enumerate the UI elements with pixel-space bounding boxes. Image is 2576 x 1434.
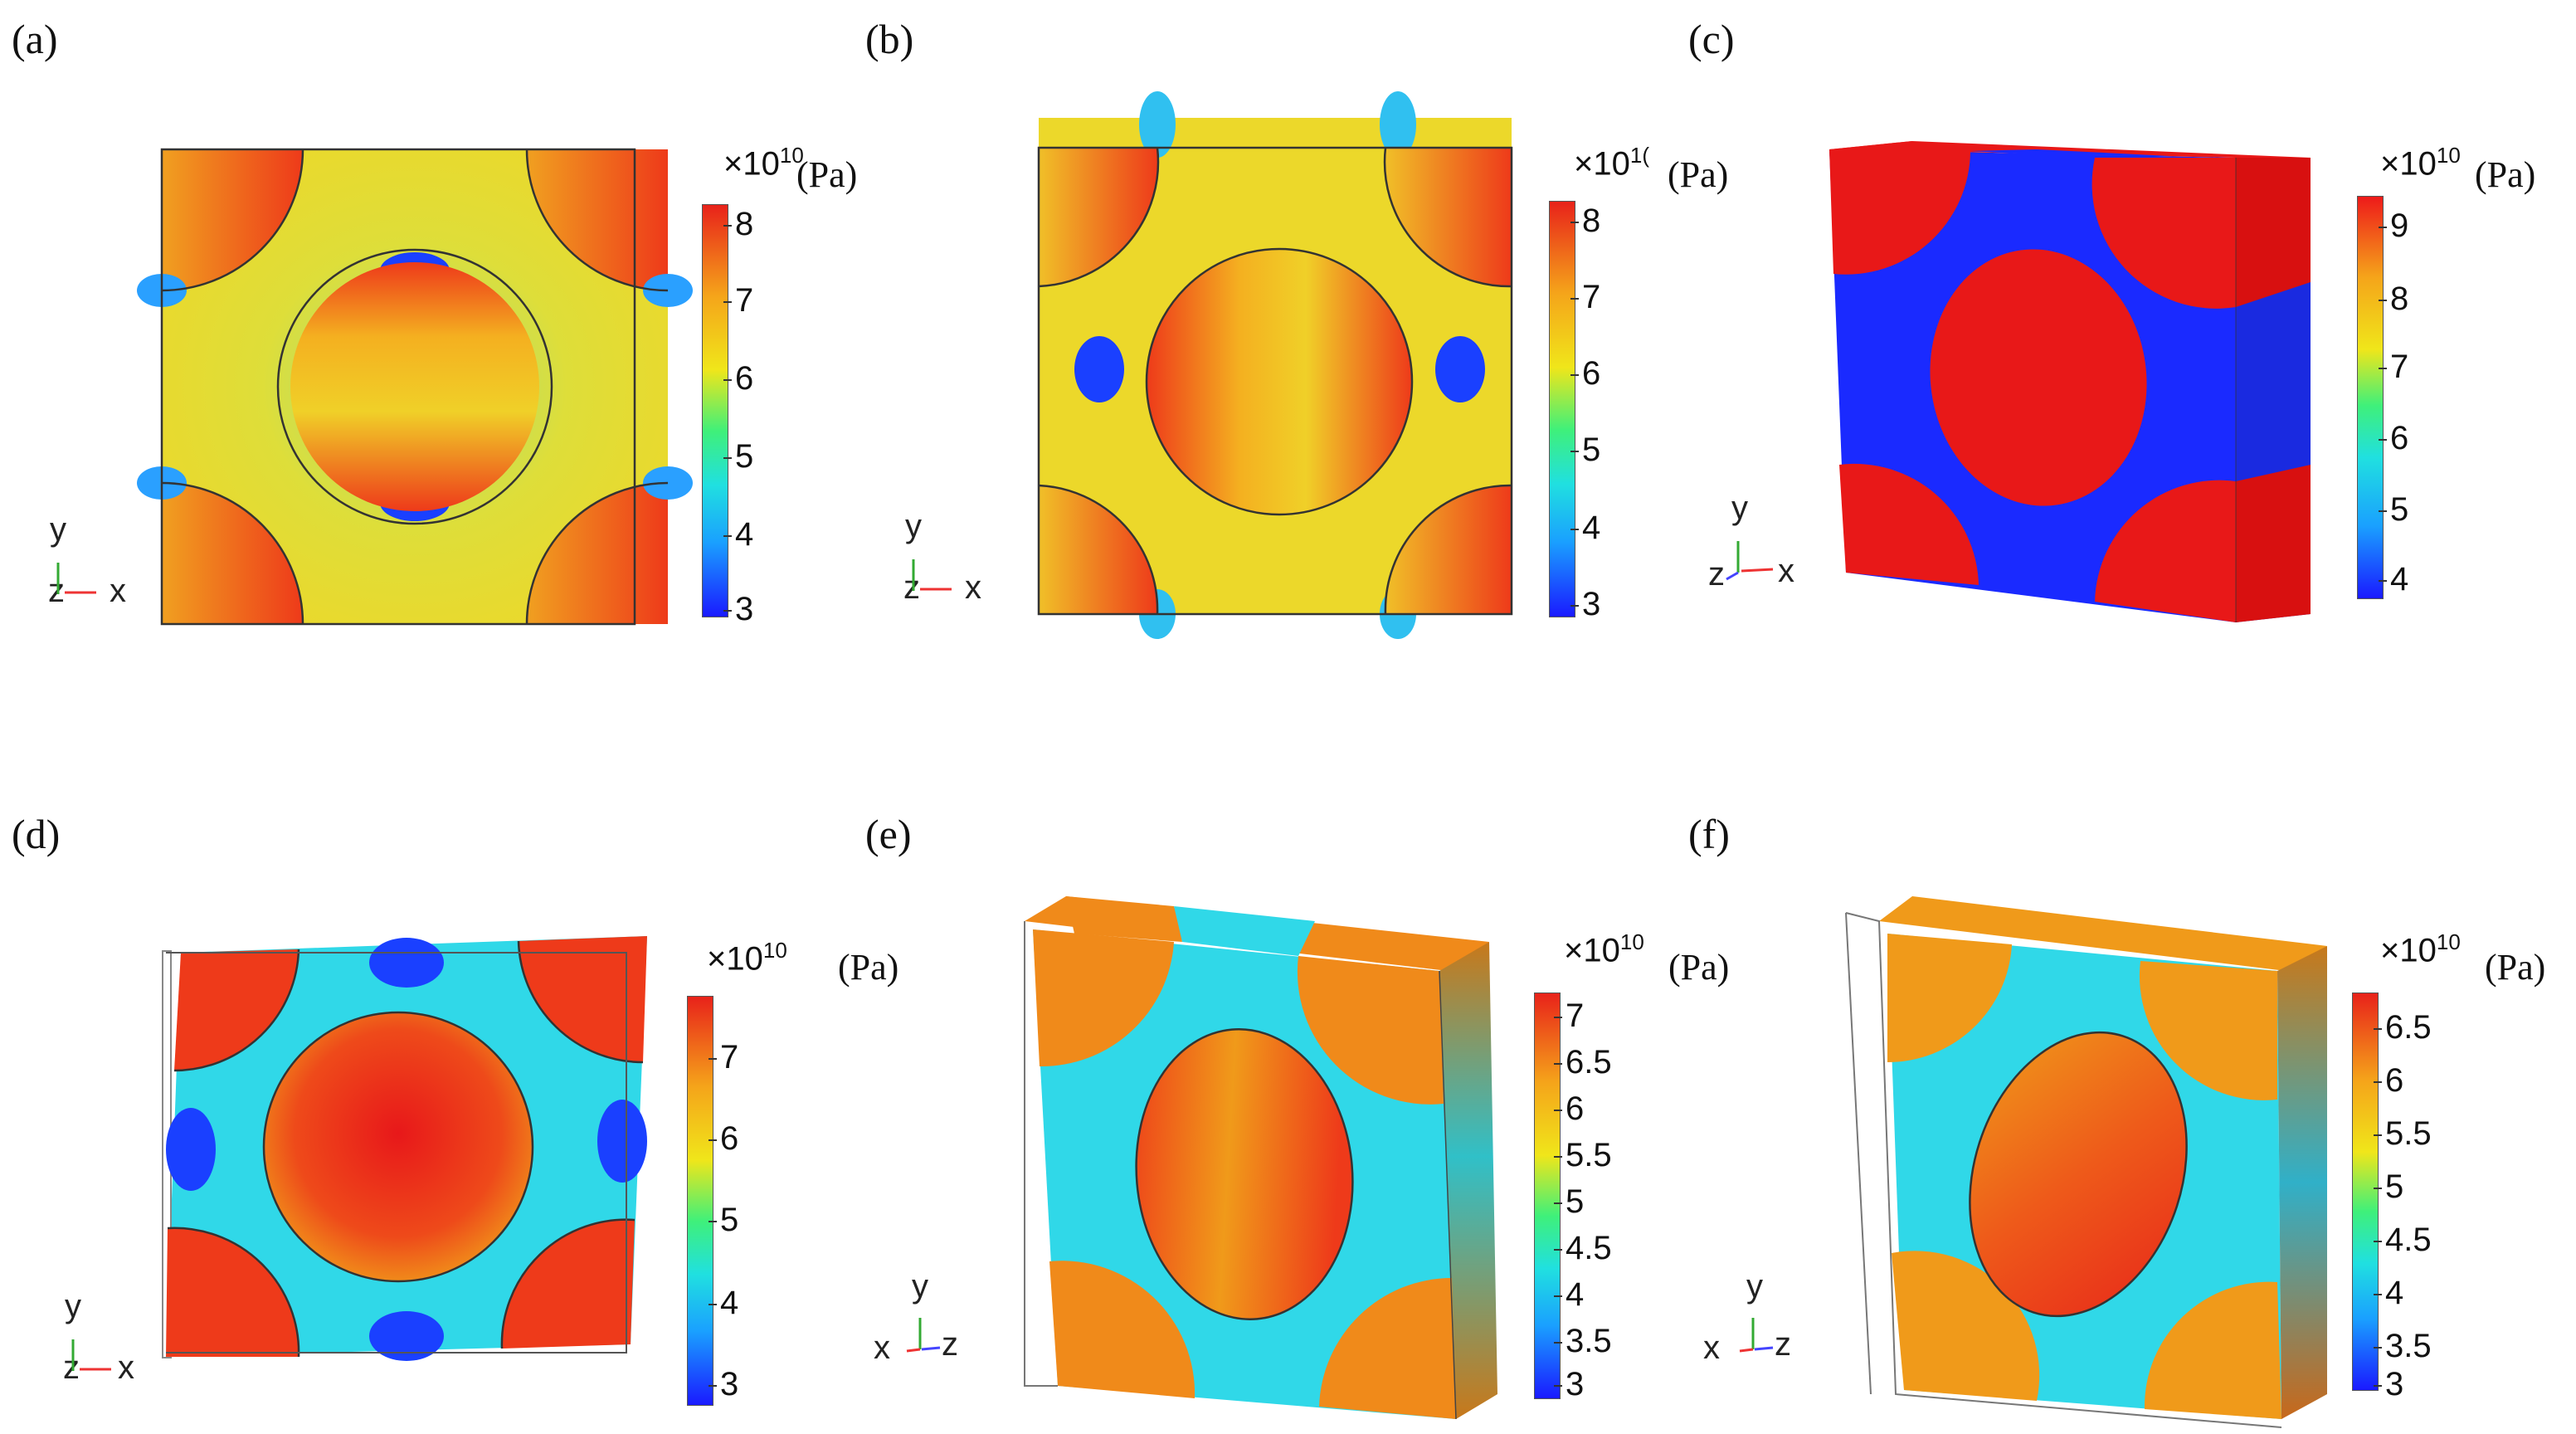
colorbar-multiplier: ×1010 (707, 938, 787, 978)
stress-field-plot (1821, 116, 2319, 639)
colorbar-tick: 3.5 (1566, 1323, 1612, 1360)
colorbar-tick: 5 (1566, 1183, 1584, 1221)
colorbar-tick: 5 (735, 438, 753, 476)
colorbar-multiplier: ×1010 (2380, 929, 2461, 969)
colorbar-tick: 8 (2390, 280, 2408, 318)
colorbar (1549, 201, 1575, 617)
colorbar (2352, 993, 2379, 1391)
colorbar-tick: 5.5 (2385, 1115, 2432, 1153)
colorbar-tick: 9 (2390, 207, 2408, 245)
colorbar-multiplier: ×101( (1574, 143, 1649, 183)
colorbar-tick: 7 (1582, 279, 1600, 316)
colorbar-tick: 7 (2390, 349, 2408, 386)
colorbar (702, 204, 728, 617)
colorbar-tick: 3 (720, 1366, 738, 1403)
colorbar-tick: 3 (1582, 586, 1600, 623)
colorbar-tick: 5 (2385, 1168, 2403, 1206)
colorbar-multiplier: ×1010 (723, 143, 804, 183)
panel-e: (e) ×1010 (Pa) 7 6.5 6 (859, 747, 1717, 1434)
colorbar-tick: 3.5 (2385, 1328, 2432, 1365)
axis-triad: y z x (1697, 490, 1813, 598)
colorbar-tick: 6.5 (2385, 1009, 2432, 1046)
panel-label: (d) (12, 810, 60, 858)
colorbar-tick: 8 (1582, 202, 1600, 240)
colorbar-tick: 6 (720, 1120, 738, 1158)
colorbar-tick: 6 (1582, 355, 1600, 393)
axis-triad: y x z (1703, 1268, 1819, 1376)
colorbar-tick: 4 (2385, 1275, 2403, 1312)
panel-d: (d) ×1010 (Pa) 7 6 5 4 3 y z (0, 747, 859, 1434)
colorbar-tick: 5 (720, 1202, 738, 1239)
colorbar-unit: (Pa) (2485, 946, 2545, 988)
colorbar-tick: 6.5 (1566, 1044, 1612, 1081)
colorbar-tick: 6 (735, 360, 753, 398)
colorbar-tick: 4 (1566, 1276, 1584, 1314)
colorbar-tick: 6 (2390, 420, 2408, 457)
colorbar-tick: 7 (735, 282, 753, 319)
panel-a: (a) (0, 0, 859, 717)
panel-c: (c) ×1010 (Pa) 9 8 7 6 5 4 y z x (1688, 0, 2576, 717)
axis-triad: y z x (45, 511, 144, 619)
colorbar-tick: 6 (1566, 1090, 1584, 1128)
colorbar-tick: 5 (1582, 432, 1600, 469)
colorbar (2357, 196, 2384, 599)
panel-label: (c) (1688, 15, 1735, 63)
colorbar-tick: 6 (2385, 1062, 2403, 1100)
stress-field-plot (149, 929, 664, 1361)
stress-field-plot (1846, 896, 2344, 1427)
colorbar-multiplier: ×1010 (1564, 929, 1644, 969)
panel-label: (a) (12, 15, 58, 63)
panel-label: (f) (1688, 810, 1730, 858)
stress-field-plot (149, 141, 680, 631)
panel-b: (b) × (859, 0, 1717, 717)
colorbar-tick: 4 (735, 516, 753, 554)
panel-f: (f) ×1010 (Pa) 6.5 6 5.5 5 4.5 (1688, 747, 2576, 1434)
colorbar-tick: 7 (1566, 997, 1584, 1035)
colorbar-tick: 3 (1566, 1366, 1584, 1403)
colorbar-tick: 5.5 (1566, 1137, 1612, 1174)
colorbar-tick: 3 (2385, 1366, 2403, 1403)
colorbar-tick: 4 (2390, 561, 2408, 598)
colorbar-unit: (Pa) (2475, 154, 2535, 196)
colorbar-tick: 8 (735, 206, 753, 243)
colorbar-unit: (Pa) (796, 154, 857, 196)
panel-label: (b) (865, 15, 913, 63)
colorbar-tick: 4 (1582, 510, 1600, 547)
axis-triad: y x z (874, 1268, 990, 1376)
colorbar-tick: 5 (2390, 491, 2408, 529)
panel-label: (e) (865, 810, 912, 858)
colorbar-tick: 7 (720, 1039, 738, 1076)
colorbar-tick: 4.5 (1566, 1230, 1612, 1267)
stress-field-plot (1025, 896, 1522, 1427)
stress-field-plot (1008, 116, 1522, 631)
colorbar-multiplier: ×1010 (2380, 143, 2461, 183)
axis-triad: y z x (900, 508, 1000, 616)
colorbar-tick: 3 (735, 591, 753, 628)
colorbar (1534, 993, 1561, 1399)
colorbar-tick: 4.5 (2385, 1222, 2432, 1259)
colorbar-tick: 4 (720, 1285, 738, 1322)
axis-triad: y z x (60, 1288, 159, 1396)
